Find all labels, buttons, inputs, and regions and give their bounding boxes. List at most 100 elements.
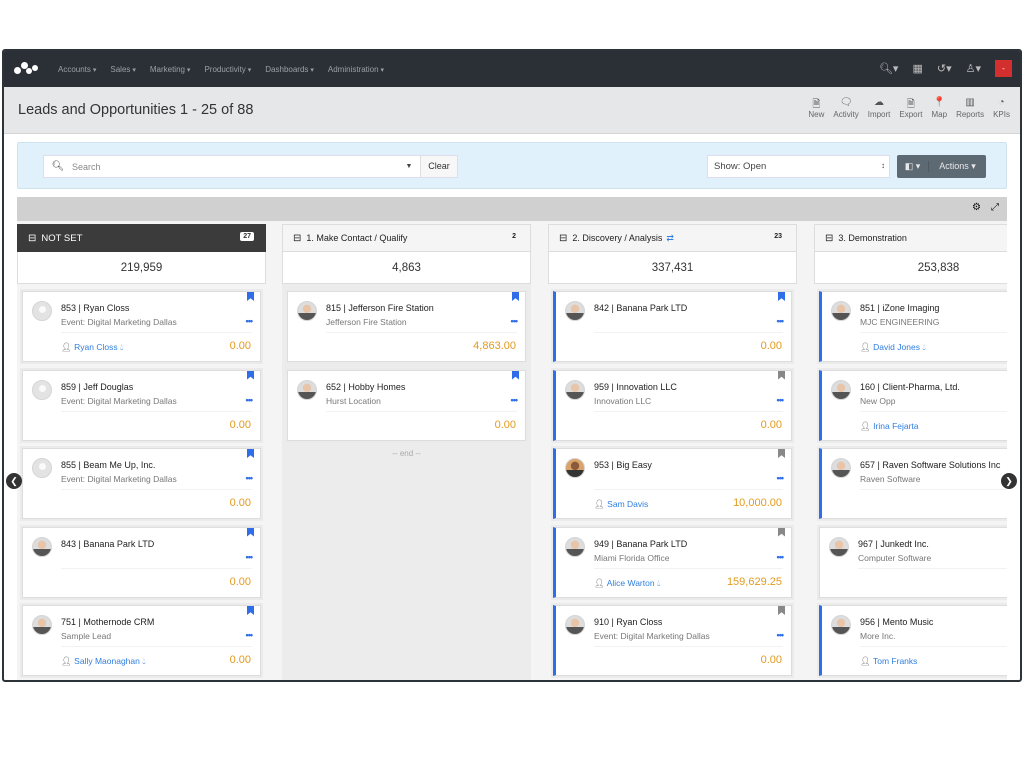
logo[interactable] (14, 61, 38, 77)
search-input[interactable]: Search (72, 161, 101, 172)
card-title[interactable]: 949 | Banana Park LTD (594, 538, 688, 549)
tool-import[interactable]: ☁ Import (867, 97, 891, 119)
user-icon[interactable]: ♙▾ (965, 63, 981, 75)
bookmark-icon[interactable] (778, 449, 785, 458)
card-title[interactable]: 967 | Junkedt Inc. (858, 538, 929, 549)
chevron-down-icon[interactable]: ▼ (405, 163, 413, 170)
lead-card[interactable]: 842 | Banana Park LTD 0.00 ••• (553, 291, 792, 362)
card-title[interactable]: 652 | Hobby Homes (326, 381, 406, 392)
lead-card[interactable]: 859 | Jeff Douglas Event: Digital Market… (22, 369, 261, 441)
red-button[interactable]: - (995, 60, 1012, 77)
card-title[interactable]: 953 | Big Easy (594, 460, 652, 470)
card-title[interactable]: 815 | Jefferson Fire Station (326, 303, 434, 313)
board-view-button[interactable]: ◧ ▾ (897, 161, 929, 172)
lead-card[interactable]: 953 | Big Easy 👤︎ Sam Davis 10,000.00 ••… (553, 448, 792, 519)
lead-card[interactable]: 959 | Innovation LLC Innovation LLC 0.00… (553, 369, 792, 441)
clear-button[interactable]: Clear (420, 156, 457, 177)
search-icon[interactable]: 🔍︎▾ (878, 63, 899, 75)
owner-link[interactable]: 👤︎ Alice Warton 💧︎ (594, 577, 661, 588)
owner-link[interactable]: 👤︎ Irina Fejarta (860, 420, 919, 431)
card-title[interactable]: 851 | iZone Imaging (860, 303, 940, 313)
more-icon[interactable]: ••• (245, 316, 254, 326)
tool-map[interactable]: 📍 Map (931, 97, 948, 119)
card-title[interactable]: 160 | Client-Pharma, Ltd. (860, 381, 960, 392)
lead-card[interactable]: 949 | Banana Park LTD Miami Florida Offi… (553, 526, 792, 598)
calendar-icon[interactable]: ▦ (912, 63, 923, 75)
bookmark-icon[interactable] (247, 292, 254, 301)
bookmark-icon[interactable] (512, 292, 519, 301)
tool-reports[interactable]: ▥ Reports (956, 97, 985, 119)
owner-link[interactable]: 👤︎ Tom Franks (860, 656, 918, 666)
menu-productivity[interactable]: Productivity (204, 65, 251, 74)
card-title[interactable]: 751 | Mothernode CRM (61, 617, 155, 627)
lead-card[interactable]: 815 | Jefferson Fire Station Jefferson F… (287, 291, 526, 362)
column-header[interactable]: ⊟ 1. Make Contact / Qualify 2 (282, 224, 531, 252)
gear-icon[interactable]: ⚙ (972, 202, 981, 213)
bookmark-icon[interactable] (778, 527, 785, 537)
lead-card[interactable]: 751 | Mothernode CRM Sample Lead 👤︎ Sall… (22, 605, 261, 676)
lead-card[interactable]: 956 | Mento Music More Inc. 👤︎ Tom Frank… (819, 605, 1007, 676)
tool-activity[interactable]: 🗨 Activity (833, 97, 859, 119)
show-select[interactable]: Show: Open (707, 155, 890, 178)
card-title[interactable]: 842 | Banana Park LTD (594, 303, 688, 313)
history-icon[interactable]: ↺▾ (936, 63, 952, 75)
more-icon[interactable]: ••• (776, 316, 785, 326)
bookmark-icon[interactable] (778, 606, 785, 615)
more-icon[interactable]: ••• (245, 394, 254, 405)
more-icon[interactable]: ••• (776, 630, 785, 640)
card-title[interactable]: 855 | Beam Me Up, Inc. (61, 460, 156, 470)
bookmark-icon[interactable] (512, 370, 519, 380)
card-title[interactable]: 859 | Jeff Douglas (61, 381, 134, 392)
lead-card[interactable]: 657 | Raven Software Solutions Inc Raven… (819, 448, 1007, 519)
owner-link[interactable]: 👤︎ Ryan Closs 💧︎ (61, 342, 124, 352)
menu-accounts[interactable]: Accounts (58, 65, 96, 74)
menu-dashboards[interactable]: Dashboards (265, 65, 314, 74)
lead-card[interactable]: 967 | Junkedt Inc. Computer Software 2 (819, 526, 1007, 598)
card-title[interactable]: 843 | Banana Park LTD (61, 538, 155, 549)
more-icon[interactable]: ••• (245, 630, 254, 640)
owner-link[interactable]: 👤︎ Sally Maonaghan 💧︎ (61, 656, 146, 666)
card-title[interactable]: 910 | Ryan Closs (594, 617, 663, 627)
card-title[interactable]: 959 | Innovation LLC (594, 381, 677, 392)
lead-card[interactable]: 855 | Beam Me Up, Inc. Event: Digital Ma… (22, 448, 261, 519)
expand-icon[interactable]: ⤢ (991, 202, 999, 213)
card-title[interactable]: 657 | Raven Software Solutions Inc (860, 460, 1001, 470)
more-icon[interactable]: ••• (776, 473, 785, 483)
bookmark-icon[interactable] (778, 370, 785, 380)
bookmark-icon[interactable] (247, 370, 254, 380)
menu-marketing[interactable]: Marketing (150, 65, 191, 74)
bookmark-icon[interactable] (778, 292, 785, 301)
lead-card[interactable]: 160 | Client-Pharma, Ltd. New Opp 👤︎ Iri… (819, 369, 1007, 441)
more-icon[interactable]: ••• (245, 473, 254, 483)
card-title[interactable]: 956 | Mento Music (860, 617, 934, 627)
swap-icon[interactable]: ⇄ (666, 232, 674, 243)
lead-card[interactable]: 652 | Hobby Homes Hurst Location 0.00 ••… (287, 369, 526, 441)
more-icon[interactable]: ••• (776, 394, 785, 405)
owner-link[interactable]: 👤︎ David Jones 💧︎ (860, 342, 926, 352)
lead-card[interactable]: 851 | iZone Imaging MJC ENGINEERING 👤︎ D… (819, 291, 1007, 362)
collapse-icon[interactable]: ⊟ (559, 232, 568, 244)
lead-card[interactable]: 843 | Banana Park LTD 0.00 ••• (22, 526, 261, 598)
collapse-icon[interactable]: ⊟ (825, 232, 834, 244)
menu-administration[interactable]: Administration (328, 65, 384, 74)
tool-export[interactable]: 🗎 Export (899, 99, 923, 119)
scroll-right-icon[interactable]: ❯ (1001, 473, 1017, 489)
lead-card[interactable]: 853 | Ryan Closs Event: Digital Marketin… (22, 291, 261, 362)
bookmark-icon[interactable] (247, 606, 254, 615)
actions-button[interactable]: Actions ▾ (939, 161, 976, 171)
owner-link[interactable]: 👤︎ Sam Davis (594, 499, 649, 509)
tool-kpis[interactable]: ◔ KPIs (993, 97, 1010, 119)
column-header[interactable]: ⊟ NOT SET 27 (17, 224, 266, 252)
lead-card[interactable]: 910 | Ryan Closs Event: Digital Marketin… (553, 605, 792, 676)
tool-new[interactable]: 🗎 New (808, 99, 825, 119)
more-icon[interactable]: ••• (510, 316, 519, 326)
more-icon[interactable]: ••• (776, 551, 785, 562)
menu-sales[interactable]: Sales (110, 65, 135, 74)
more-icon[interactable]: ••• (510, 394, 519, 405)
collapse-icon[interactable]: ⊟ (28, 232, 37, 244)
card-title[interactable]: 853 | Ryan Closs (61, 303, 130, 313)
scroll-left-icon[interactable]: ❮ (6, 473, 22, 489)
column-header[interactable]: ⊟ 2. Discovery / Analysis ⇄ 23 (548, 224, 797, 252)
more-icon[interactable]: ••• (245, 551, 254, 562)
collapse-icon[interactable]: ⊟ (293, 232, 302, 244)
